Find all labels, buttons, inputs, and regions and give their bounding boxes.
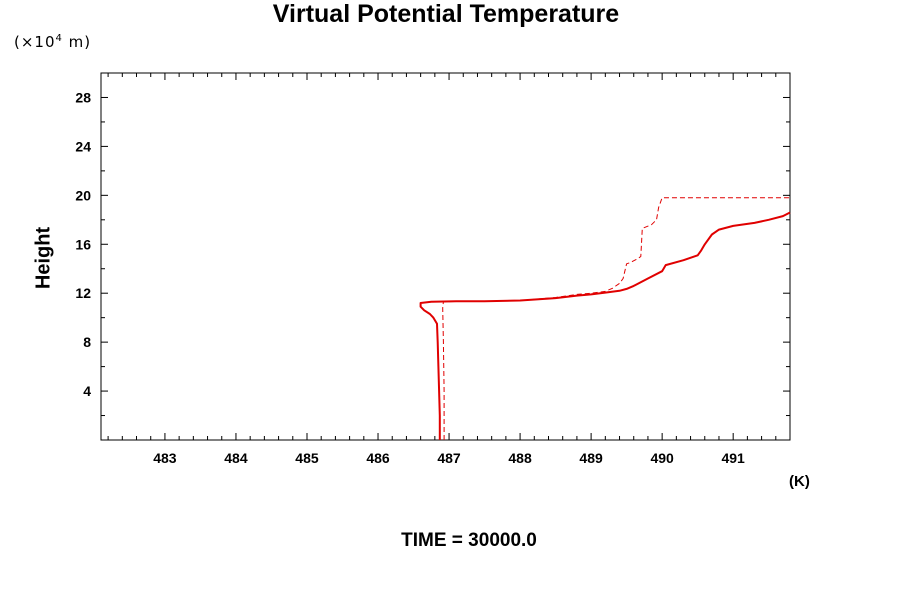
axis-ticks <box>101 73 791 440</box>
x-tick-label: 491 <box>721 450 745 466</box>
x-tick-label: 490 <box>650 450 674 466</box>
chart-title: Virtual Potential Temperature <box>272 0 620 28</box>
x-tick-label: 486 <box>366 450 390 466</box>
x-tick-label: 484 <box>224 450 248 466</box>
y-tick-label: 8 <box>83 334 91 350</box>
series-layer <box>419 197 791 440</box>
y-tick-label: 20 <box>75 187 91 203</box>
y-unit-base: (×10 <box>14 33 56 51</box>
x-tick-label: 483 <box>153 450 177 466</box>
y-unit-exponent: 4 <box>55 33 63 44</box>
series-solid-line <box>419 211 791 440</box>
axis-tick-labels: 483 484 485 486 487 488 489 490 491 4 8 12 16 20 24 28 <box>75 89 745 466</box>
x-tick-label: 485 <box>295 450 319 466</box>
x-tick-label: 488 <box>508 450 532 466</box>
y-tick-label: 24 <box>75 138 91 154</box>
y-tick-label: 12 <box>75 285 91 301</box>
y-tick-label: 16 <box>75 236 91 252</box>
time-footer: TIME = 30000.0 <box>401 530 537 551</box>
x-tick-label: 489 <box>579 450 603 466</box>
x-tick-label: 487 <box>437 450 461 466</box>
y-tick-label: 4 <box>83 383 91 399</box>
y-unit-suffix: m) <box>62 33 92 51</box>
y-axis-unit-label: (×104 m) <box>14 33 91 51</box>
plot-frame <box>100 72 791 441</box>
x-axis-unit-label: (K) <box>789 473 810 490</box>
series-dashed-line <box>442 197 790 440</box>
y-tick-label: 28 <box>75 89 91 105</box>
